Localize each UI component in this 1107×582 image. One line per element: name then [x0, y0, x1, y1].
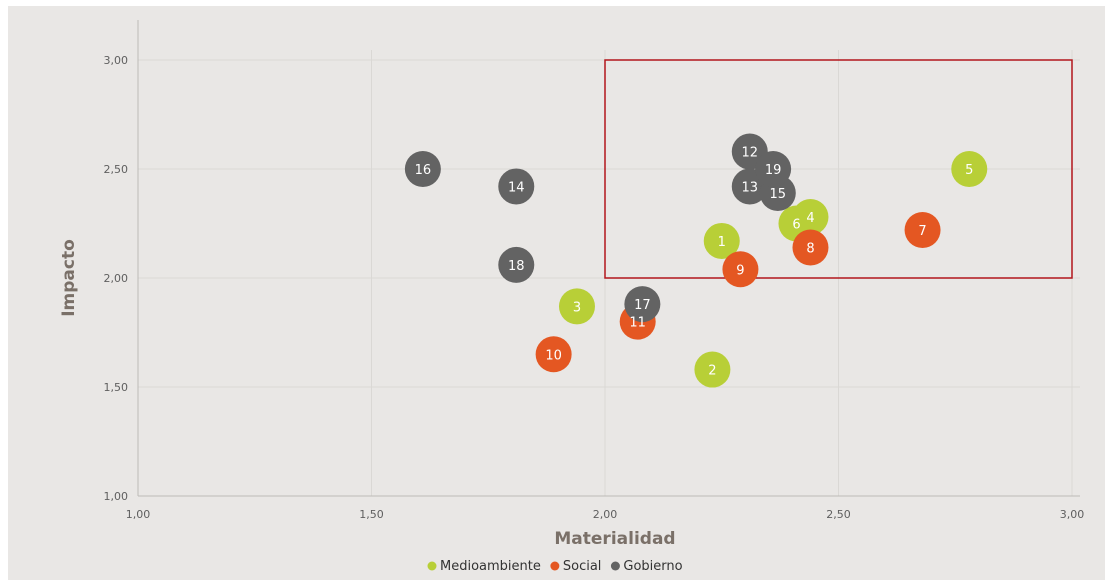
bubble-label: 16	[415, 163, 432, 178]
bubble-point	[722, 251, 759, 288]
bubble-point	[904, 212, 941, 249]
y-tick-label: 2,00	[104, 272, 129, 285]
top-decoration	[760, 0, 790, 15]
bubble-label: 19	[765, 163, 782, 178]
scatter-chart: 1,00 1,50 2,00 2,50 3,00 1,00 1,50 2,00 2,50 3,00…	[59, 20, 1085, 574]
legend-swatch	[550, 561, 560, 571]
legend: Medioambiente Social Gobierno	[427, 559, 683, 574]
x-tick-label: 3,00	[1060, 508, 1085, 521]
bubble-point	[792, 229, 829, 266]
grid	[138, 50, 1080, 496]
bubble-label: 9	[736, 263, 744, 278]
chart-panel: 1,00 1,50 2,00 2,50 3,00 1,00 1,50 2,00 2,50 3,00…	[8, 6, 1105, 580]
y-tick-label: 3,00	[104, 54, 129, 67]
bubble-point	[703, 222, 740, 259]
bubble-point	[624, 286, 661, 323]
bubble-label: 10	[545, 348, 562, 363]
y-axis-title: Impacto	[59, 239, 79, 317]
bubble-label: 14	[508, 180, 525, 195]
bubble-label: 3	[573, 300, 581, 315]
x-tick-label: 1,00	[126, 508, 151, 521]
x-tick-label: 1,50	[359, 508, 384, 521]
legend-label: Social	[563, 559, 602, 574]
bubble-label: 17	[634, 298, 651, 313]
bubble-point	[694, 351, 731, 388]
legend-swatch	[610, 561, 620, 571]
bubble-point	[498, 168, 535, 205]
y-tick-label: 1,00	[104, 490, 129, 503]
y-tick-label: 1,50	[104, 381, 129, 394]
x-axis-title: Materialidad	[554, 529, 675, 549]
bubble-point	[951, 151, 988, 187]
bubble-label: 11	[629, 316, 646, 331]
bubble-point	[404, 151, 441, 187]
axes: 1,00 1,50 2,00 2,50 3,00 1,00 1,50 2,00 2,50 3,00	[104, 20, 1085, 521]
x-tick-label: 2,00	[593, 508, 618, 521]
bubble-label: 2	[708, 364, 716, 379]
highlight-region	[604, 59, 1073, 279]
bubble-label: 18	[508, 259, 525, 274]
legend-label: Gobierno	[623, 559, 682, 574]
legend-swatch	[427, 561, 437, 571]
bubble-point	[498, 246, 535, 283]
bubble-label: 4	[806, 211, 814, 226]
bubble-label: 12	[741, 146, 758, 161]
legend-label: Medioambiente	[440, 559, 541, 574]
bubble-point	[755, 151, 792, 187]
bubble-label: 6	[792, 218, 800, 233]
bubble-point	[558, 288, 595, 325]
bubble-label: 1	[718, 235, 726, 250]
bubble-label: 7	[918, 224, 926, 239]
bubble-point	[535, 336, 572, 373]
bubble-label: 5	[965, 163, 973, 178]
x-tick-label: 2,50	[826, 508, 851, 521]
bubble-label: 13	[741, 180, 758, 195]
bubble-label: 8	[806, 241, 814, 256]
y-tick-label: 2,50	[104, 163, 129, 176]
bubble-label: 15	[770, 187, 787, 202]
highlight-box	[604, 59, 1073, 279]
